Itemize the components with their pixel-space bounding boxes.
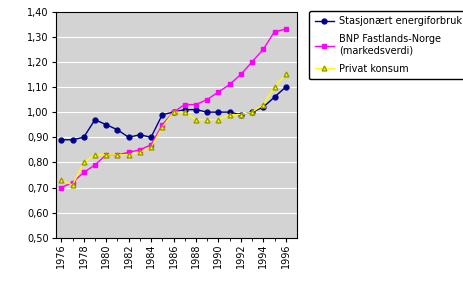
Stasjonært energiforbruk [215, 110, 221, 114]
BNP Fastlands-Norge
(markedsverdi) [81, 171, 86, 174]
Stasjonært energiforbruk [204, 110, 210, 114]
Stasjonært energiforbruk [193, 108, 198, 111]
Privat konsum [260, 103, 265, 106]
Stasjonært energiforbruk [58, 138, 64, 142]
Stasjonært energiforbruk [103, 123, 109, 126]
Privat konsum [81, 161, 86, 164]
Privat konsum [249, 110, 254, 114]
Privat konsum [226, 113, 232, 116]
Stasjonært energiforbruk [260, 105, 265, 109]
BNP Fastlands-Norge
(markedsverdi) [193, 103, 198, 106]
Stasjonært energiforbruk [114, 128, 120, 131]
Stasjonært energiforbruk [148, 135, 154, 139]
Stasjonært energiforbruk [226, 110, 232, 114]
Line: Stasjonært energiforbruk: Stasjonært energiforbruk [59, 85, 288, 142]
BNP Fastlands-Norge
(markedsverdi) [204, 98, 210, 101]
Privat konsum [193, 118, 198, 122]
BNP Fastlands-Norge
(markedsverdi) [114, 153, 120, 157]
Stasjonært energiforbruk [92, 118, 98, 122]
BNP Fastlands-Norge
(markedsverdi) [181, 103, 187, 106]
Stasjonært energiforbruk [170, 110, 176, 114]
BNP Fastlands-Norge
(markedsverdi) [148, 143, 154, 146]
Privat konsum [114, 153, 120, 157]
Privat konsum [238, 113, 243, 116]
Privat konsum [58, 178, 64, 182]
BNP Fastlands-Norge
(markedsverdi) [249, 60, 254, 64]
Line: Privat konsum: Privat konsum [59, 72, 288, 187]
Legend: Stasjonært energiforbruk, BNP Fastlands-Norge
(markedsverdi), Privat konsum: Stasjonært energiforbruk, BNP Fastlands-… [308, 11, 463, 79]
BNP Fastlands-Norge
(markedsverdi) [58, 186, 64, 189]
Privat konsum [92, 153, 98, 157]
Stasjonært energiforbruk [271, 95, 277, 99]
Stasjonært energiforbruk [81, 135, 86, 139]
Privat konsum [103, 153, 109, 157]
Privat konsum [148, 146, 154, 149]
BNP Fastlands-Norge
(markedsverdi) [271, 30, 277, 33]
Privat konsum [271, 85, 277, 89]
Privat konsum [204, 118, 210, 122]
Line: BNP Fastlands-Norge
(markedsverdi): BNP Fastlands-Norge (markedsverdi) [59, 27, 288, 190]
Stasjonært energiforbruk [69, 138, 75, 142]
BNP Fastlands-Norge
(markedsverdi) [103, 153, 109, 157]
Privat konsum [170, 110, 176, 114]
BNP Fastlands-Norge
(markedsverdi) [238, 73, 243, 76]
BNP Fastlands-Norge
(markedsverdi) [137, 148, 142, 152]
Stasjonært energiforbruk [249, 110, 254, 114]
Stasjonært energiforbruk [238, 113, 243, 116]
Privat konsum [215, 118, 221, 122]
BNP Fastlands-Norge
(markedsverdi) [215, 90, 221, 94]
BNP Fastlands-Norge
(markedsverdi) [226, 83, 232, 86]
Privat konsum [282, 73, 288, 76]
BNP Fastlands-Norge
(markedsverdi) [159, 123, 165, 126]
Stasjonært energiforbruk [125, 135, 131, 139]
Stasjonært energiforbruk [282, 85, 288, 89]
Stasjonært energiforbruk [159, 113, 165, 116]
BNP Fastlands-Norge
(markedsverdi) [125, 151, 131, 154]
Stasjonært energiforbruk [137, 133, 142, 137]
Privat konsum [125, 153, 131, 157]
BNP Fastlands-Norge
(markedsverdi) [69, 181, 75, 184]
BNP Fastlands-Norge
(markedsverdi) [92, 163, 98, 167]
Stasjonært energiforbruk [181, 108, 187, 111]
BNP Fastlands-Norge
(markedsverdi) [260, 48, 265, 51]
BNP Fastlands-Norge
(markedsverdi) [170, 110, 176, 114]
Privat konsum [69, 183, 75, 187]
BNP Fastlands-Norge
(markedsverdi) [282, 28, 288, 31]
Privat konsum [159, 126, 165, 129]
Privat konsum [137, 151, 142, 154]
Privat konsum [181, 110, 187, 114]
